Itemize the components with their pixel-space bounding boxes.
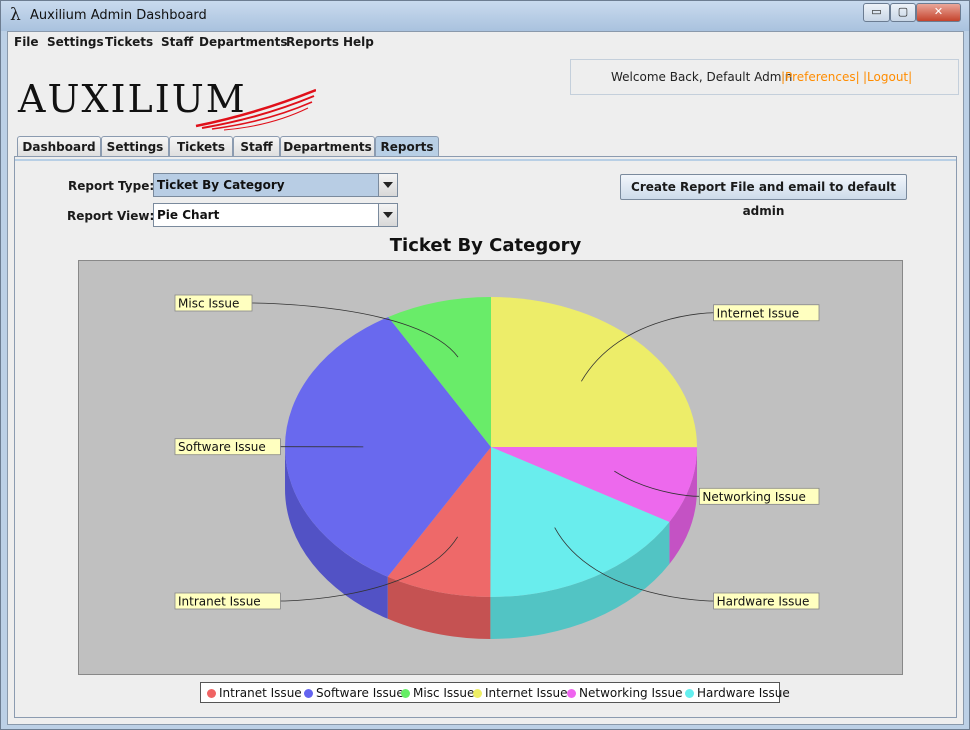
preferences-link[interactable]: |Preferences| — [781, 70, 860, 84]
menu-help[interactable]: Help — [343, 35, 374, 49]
legend-item-software-issue: Software Issue — [304, 686, 404, 700]
callout-label-networking-issue: Networking Issue — [702, 490, 806, 504]
tab-dashboard[interactable]: Dashboard — [17, 136, 101, 157]
menu-file[interactable]: File — [14, 35, 39, 49]
pie-slice-intranet-issue — [387, 447, 491, 597]
chart-legend: Intranet Issue Software Issue Misc Issue In… — [200, 682, 790, 703]
legend-label: Intranet Issue — [219, 686, 302, 700]
minimize-button[interactable]: ▭ — [863, 3, 890, 22]
callout-label-intranet-issue: Intranet Issue — [178, 595, 261, 609]
pie-side-hardware-issue — [490, 522, 670, 639]
callout-box-hardware-issue — [713, 592, 820, 610]
legend-label: Hardware Issue — [697, 686, 790, 700]
reports-panel: Report Type: Ticket By Category Report V… — [14, 156, 957, 718]
legend-swatch — [473, 689, 482, 698]
callout-box-misc-issue — [174, 294, 253, 312]
pie-chart: Internet Issue Networking Issue Hardware I… — [174, 294, 820, 639]
tab-settings[interactable]: Settings — [101, 136, 169, 157]
legend-swatch — [304, 689, 313, 698]
report-type-value: Ticket By Category — [154, 174, 378, 196]
tab-staff[interactable]: Staff — [233, 136, 280, 157]
logo-swoosh-1 — [195, 88, 317, 128]
legend-item-misc-issue: Misc Issue — [401, 686, 474, 700]
legend-label: Software Issue — [316, 686, 404, 700]
pie-slice-internet-issue — [491, 297, 697, 448]
report-view-select[interactable]: Pie Chart — [153, 203, 398, 227]
menu-staff[interactable]: Staff — [161, 35, 194, 49]
legend-item-internet-issue: Internet Issue — [473, 686, 568, 700]
chart-plot-area: Internet Issue Networking Issue Hardware I… — [78, 260, 903, 675]
pie-side-intranet-issue — [387, 576, 491, 639]
callout-box-intranet-issue — [174, 592, 281, 610]
auxilium-logo: AUXILIUM — [16, 68, 317, 142]
callout-line-misc-issue — [251, 302, 459, 358]
chart-title: Ticket By Category — [389, 235, 582, 256]
reports-panel-body: Report Type: Ticket By Category Report V… — [15, 159, 956, 717]
callout-label-internet-issue: Internet Issue — [717, 306, 800, 320]
window-title: Auxilium Admin Dashboard — [30, 8, 207, 23]
logo-text: AUXILIUM — [17, 77, 247, 121]
pie-slice-software-issue — [285, 316, 491, 577]
callout-box-internet-issue — [713, 304, 820, 322]
pie-side-networking-issue — [669, 447, 697, 564]
tab-reports[interactable]: Reports — [375, 136, 439, 157]
callout-line-networking-issue — [614, 470, 700, 497]
callout-label-software-issue: Software Issue — [178, 440, 266, 454]
pie-slice-hardware-issue — [490, 447, 670, 597]
report-type-label: Report Type: — [68, 179, 155, 193]
menu-departments[interactable]: Departments — [199, 35, 288, 49]
pie-side-software-issue — [285, 447, 388, 619]
logo-swoosh-4 — [223, 107, 309, 131]
logo-graphic: AUXILIUM — [17, 77, 317, 131]
callout-line-hardware-issue — [554, 527, 714, 602]
menu-bar: File Settings Tickets Staff Departments … — [8, 32, 963, 54]
callout-box-software-issue — [174, 438, 281, 456]
menu-tickets[interactable]: Tickets — [105, 35, 154, 49]
report-type-select[interactable]: Ticket By Category — [153, 173, 398, 197]
legend-item-networking-issue: Networking Issue — [567, 686, 683, 700]
chevron-down-icon[interactable] — [378, 204, 397, 226]
tab-departments[interactable]: Departments — [280, 136, 375, 157]
legend-label: Networking Issue — [579, 686, 683, 700]
callout-box-networking-issue — [699, 487, 820, 505]
report-view-label: Report View: — [67, 209, 155, 223]
legend-swatch — [567, 689, 576, 698]
callout-line-intranet-issue — [280, 536, 458, 602]
window-client: File Settings Tickets Staff Departments … — [7, 31, 964, 725]
logo-swoosh-3 — [211, 101, 313, 130]
report-view-value: Pie Chart — [157, 208, 220, 222]
create-report-button[interactable]: Create Report File and email to default … — [620, 174, 907, 218]
pie-slice-misc-issue — [388, 297, 491, 447]
logout-link[interactable]: |Logout| — [863, 70, 913, 84]
menu-reports[interactable]: Reports — [286, 35, 340, 49]
maximize-button[interactable]: ▢ — [890, 3, 916, 22]
legend-swatch — [685, 689, 694, 698]
legend-label: Misc Issue — [413, 686, 475, 700]
callout-label-hardware-issue: Hardware Issue — [717, 595, 810, 609]
logo-swoosh-2 — [201, 95, 315, 129]
welcome-box: Welcome Back, Default Admin |Preferences… — [570, 59, 959, 95]
legend-swatch — [401, 689, 410, 698]
legend-swatch — [207, 689, 216, 698]
tab-tickets[interactable]: Tickets — [169, 136, 233, 157]
legend-label: Internet Issue — [485, 686, 568, 700]
title-bar[interactable]: λ Auxilium Admin Dashboard ▭ ▢ ✕ — [1, 1, 969, 31]
legend-item-hardware-issue: Hardware Issue — [685, 686, 790, 700]
menu-settings[interactable]: Settings — [47, 35, 104, 49]
callout-line-internet-issue — [581, 312, 714, 382]
pie-slice-networking-issue — [491, 447, 697, 522]
welcome-message: Welcome Back, Default Admin — [611, 70, 793, 84]
app-icon: λ — [10, 5, 21, 25]
legend-item-intranet-issue: Intranet Issue — [207, 686, 302, 700]
chevron-down-icon[interactable] — [378, 174, 397, 196]
callout-label-misc-issue: Misc Issue — [178, 297, 239, 311]
close-button[interactable]: ✕ — [916, 3, 961, 22]
